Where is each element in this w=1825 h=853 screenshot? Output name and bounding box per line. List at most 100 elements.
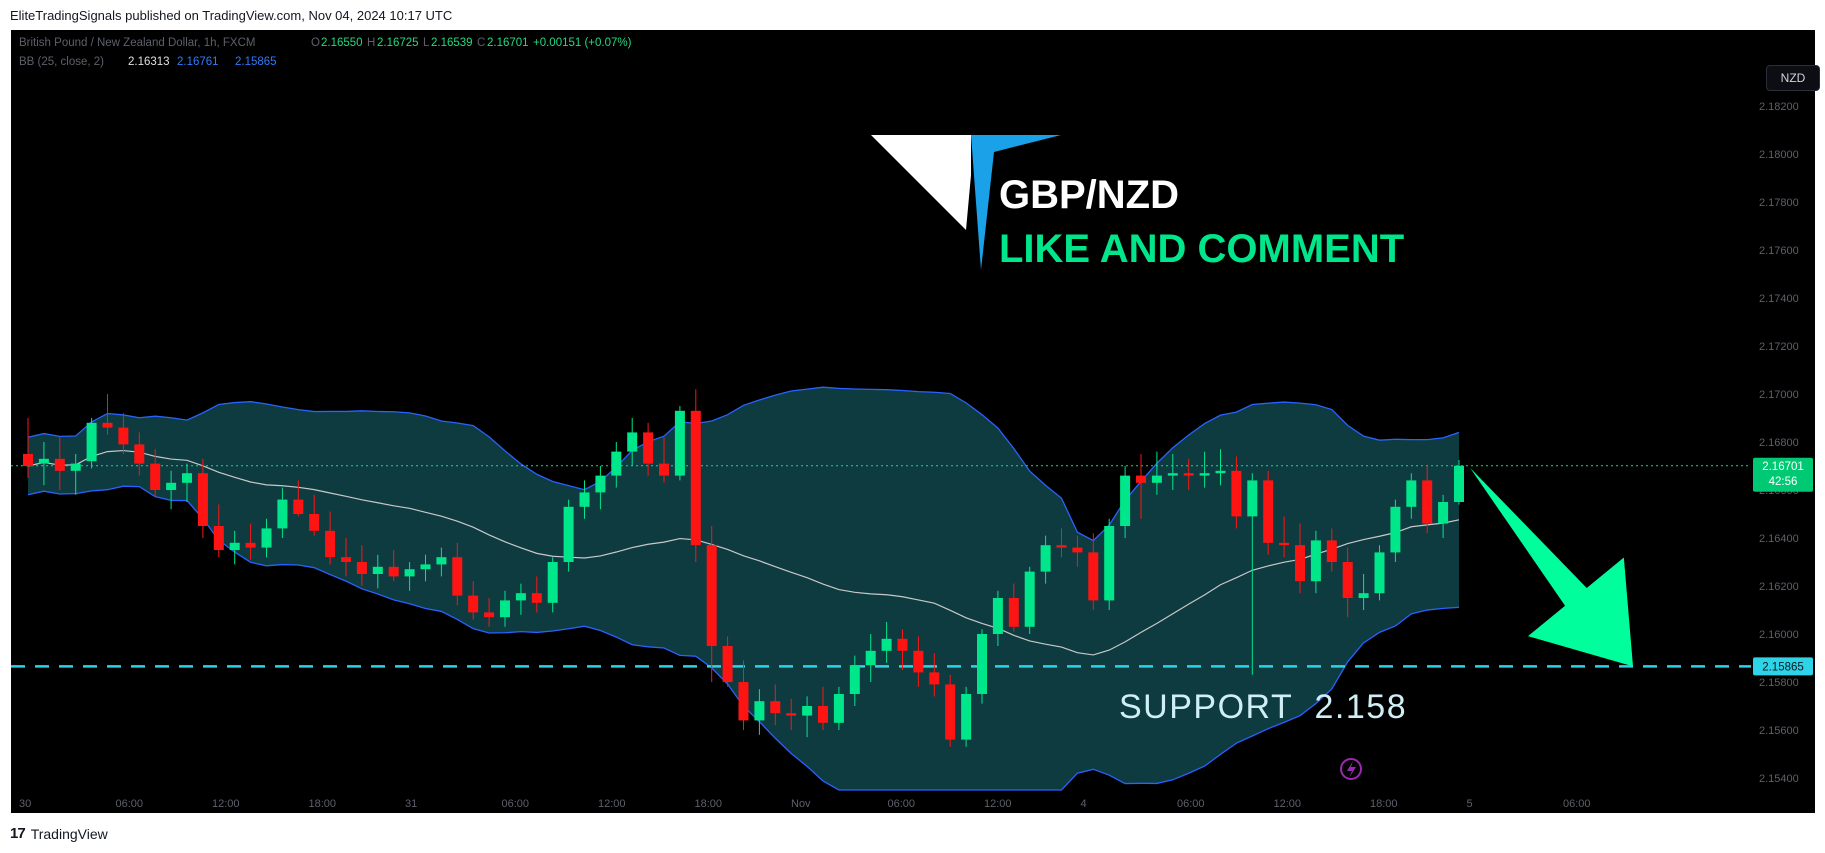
candle (1422, 466, 1433, 534)
candle (515, 583, 526, 615)
candle-body (1326, 540, 1337, 562)
candle (977, 629, 987, 704)
candle (833, 686, 844, 730)
candle (547, 557, 558, 613)
candle-body (1342, 562, 1353, 598)
candle-body (913, 650, 924, 673)
candle (1008, 583, 1019, 632)
candles (23, 389, 1464, 747)
candle-body (213, 526, 224, 550)
support-price-tag: 2.15865 (1753, 657, 1813, 676)
candle (1326, 528, 1337, 572)
candle-body (245, 542, 256, 548)
x-tick-label: 4 (1081, 798, 1087, 810)
candle (1438, 494, 1449, 538)
y-tick-label: 2.16800 (1759, 437, 1799, 449)
candle (213, 504, 224, 558)
candle-body (261, 528, 272, 548)
x-tick-label: 06:00 (502, 798, 530, 810)
candle (1167, 454, 1178, 490)
x-tick-label: 06:00 (1563, 798, 1591, 810)
candle-body (1374, 552, 1385, 594)
candle-body (515, 593, 526, 601)
x-tick-label: 06:00 (116, 798, 144, 810)
candle (420, 554, 431, 582)
candle (1374, 545, 1385, 601)
bollinger-basis-line (27, 449, 1460, 656)
candle-body (341, 557, 351, 562)
candle-body (1167, 473, 1178, 476)
candle-body (102, 422, 113, 428)
chart-canvas[interactable]: GBP/NZD LIKE AND COMMENT SUPPORT 2.158 B… (11, 30, 1815, 813)
candle-body (404, 569, 415, 577)
candle (945, 674, 956, 747)
candle (722, 636, 733, 687)
candle (1024, 566, 1035, 634)
candle-body (579, 492, 590, 507)
x-tick-label: 18:00 (1370, 798, 1398, 810)
candle-body (150, 463, 161, 490)
candle (818, 686, 828, 730)
candle (261, 518, 272, 558)
candle-body (468, 595, 479, 613)
candle-body (674, 410, 685, 476)
candle-body (929, 672, 940, 685)
alert-icon[interactable] (1340, 758, 1362, 780)
down-arrow (1470, 467, 1633, 667)
candle (961, 686, 972, 747)
candle-body (1263, 480, 1274, 543)
y-tick-label: 2.15600 (1759, 725, 1799, 737)
down-arrow-annotation (1470, 467, 1633, 667)
candle (1151, 451, 1162, 495)
candle (1358, 574, 1369, 610)
candle-body (611, 451, 622, 476)
x-tick-label: 18:00 (695, 798, 723, 810)
candle (293, 480, 304, 517)
last-price-tag: 2.16701 42:56 (1753, 457, 1813, 492)
candle (500, 590, 510, 627)
candle-body (849, 665, 860, 694)
candle (341, 538, 351, 577)
currency-button[interactable]: NZD (1766, 65, 1820, 91)
candle-body (1406, 480, 1417, 507)
candle (309, 494, 320, 536)
candle-body (690, 410, 701, 546)
candle-body (182, 473, 192, 483)
candle (627, 418, 638, 466)
candle (372, 554, 383, 589)
legend-o-label: O (311, 37, 320, 49)
candle (468, 581, 479, 620)
candle (484, 598, 495, 627)
legend-change: +0.00151 (+0.07%) (533, 37, 632, 49)
candle-body (388, 566, 399, 577)
legend-close: 2.16701 (487, 37, 529, 49)
candle-body (1295, 545, 1305, 582)
candle-body (1358, 593, 1369, 598)
candle-body (563, 506, 574, 562)
candle (802, 696, 813, 738)
candle (913, 636, 924, 687)
candle (325, 511, 336, 565)
candle-body (754, 701, 765, 721)
candle-body (229, 542, 240, 550)
legend-bb-upper: 2.16761 (177, 56, 219, 68)
candle (706, 526, 717, 682)
pair-title: GBP/NZD (999, 173, 1179, 217)
candle (1040, 535, 1051, 584)
candle (54, 437, 65, 490)
legend-low: 2.16539 (431, 37, 473, 49)
candle-body (659, 463, 669, 476)
x-tick-label: 12:00 (1274, 798, 1302, 810)
candle-body (1088, 552, 1099, 601)
candle (1199, 451, 1210, 488)
candle (134, 432, 145, 476)
candle (388, 550, 399, 582)
candle-body (436, 557, 447, 565)
candle (166, 470, 177, 510)
candle-body (1454, 465, 1464, 502)
candle (404, 562, 415, 591)
candle-body (484, 612, 495, 618)
candle (150, 449, 161, 498)
candle (229, 530, 240, 565)
candle (1263, 470, 1274, 555)
